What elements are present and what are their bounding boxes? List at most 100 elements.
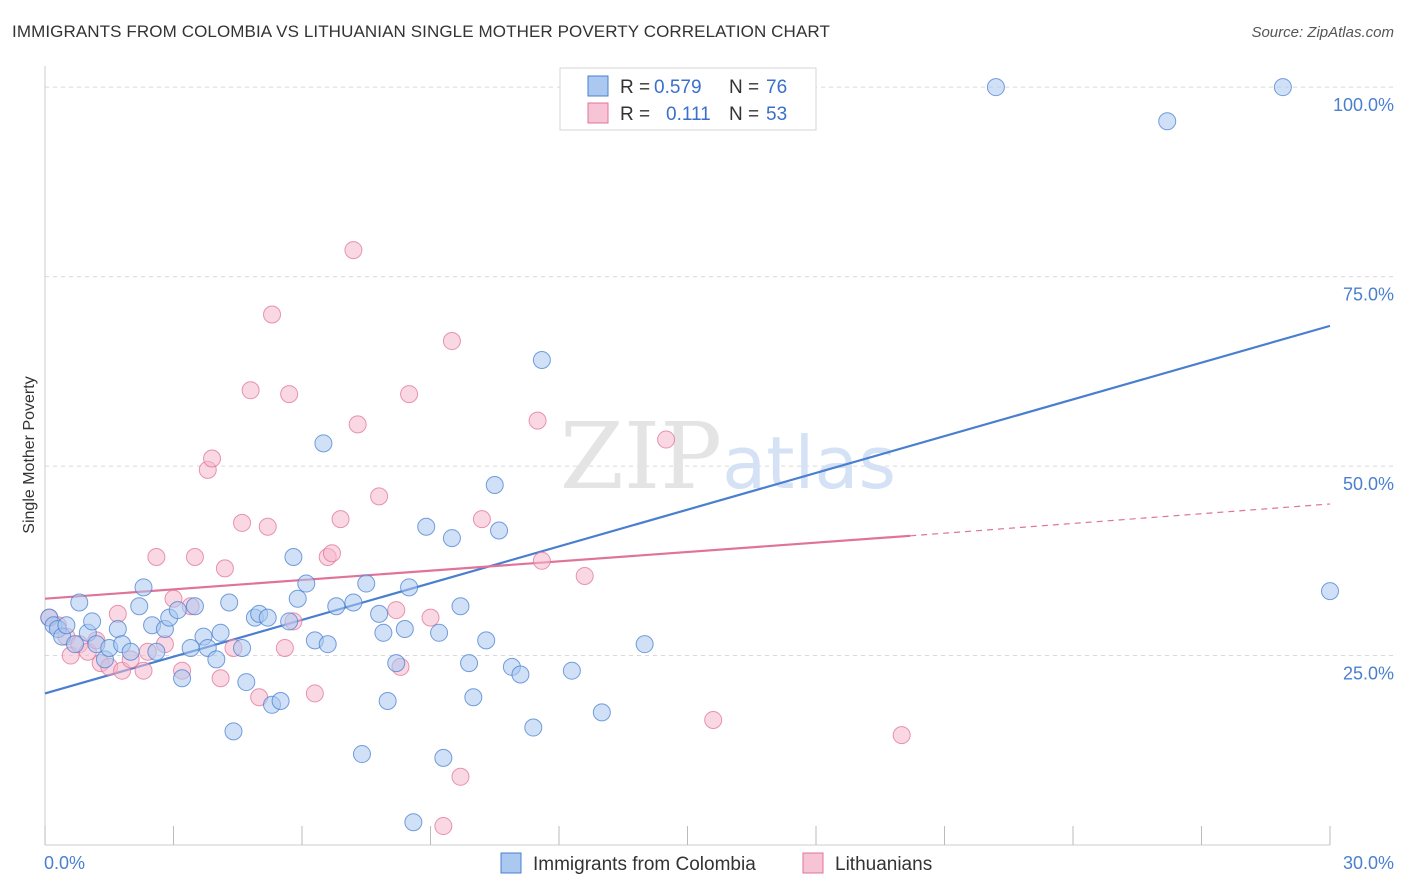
colombia-point bbox=[284, 548, 303, 567]
colombia-point bbox=[532, 350, 551, 369]
colombia-trend-line bbox=[44, 324, 1331, 695]
lithuanian-point bbox=[203, 449, 222, 468]
colombia-point bbox=[395, 620, 414, 639]
lithuanian-point bbox=[892, 726, 911, 745]
y-tick-label: 100.0% bbox=[1333, 95, 1394, 115]
legend-r-value-pink: 0.111 bbox=[666, 104, 711, 125]
colombia-point bbox=[451, 597, 470, 616]
x-tick-label-max: 30.0% bbox=[1343, 853, 1394, 873]
grid-lines bbox=[45, 86, 1394, 657]
colombia-point bbox=[387, 654, 406, 673]
colombia-point bbox=[65, 635, 84, 654]
legend-swatch-pink bbox=[587, 102, 609, 124]
colombia-point bbox=[168, 601, 187, 620]
colombia-point bbox=[434, 748, 453, 767]
colombia-point bbox=[1273, 78, 1292, 97]
colombia-point bbox=[70, 593, 89, 612]
bottom-legend-label-colombia: Immigrants from Colombia bbox=[533, 854, 756, 875]
lithuanian-point bbox=[657, 430, 676, 449]
legend-n-label-pink: N = bbox=[729, 104, 759, 125]
colombia-point bbox=[460, 654, 479, 673]
lithuanian-point bbox=[344, 241, 363, 260]
legend-n-label-blue: N = bbox=[729, 77, 759, 98]
colombia-point bbox=[357, 574, 376, 593]
lithuanian-point bbox=[108, 604, 127, 623]
colombia-point bbox=[271, 692, 290, 711]
colombia-point bbox=[220, 593, 239, 612]
legend-n-value-blue: 76 bbox=[766, 77, 787, 98]
colombia-point bbox=[442, 529, 461, 548]
colombia-point bbox=[258, 608, 277, 627]
lithuanian-point bbox=[370, 487, 389, 506]
lithuanian-point bbox=[704, 710, 723, 729]
legend-n-value-pink: 53 bbox=[766, 104, 787, 125]
colombia-point bbox=[635, 635, 654, 654]
lithuanian-point bbox=[421, 608, 440, 627]
colombia-point bbox=[490, 521, 509, 540]
lithuanian-point bbox=[322, 544, 341, 563]
lithuanian-point bbox=[532, 551, 551, 570]
lithuanian-point bbox=[134, 661, 153, 680]
colombia-point bbox=[130, 597, 149, 616]
lithuanian-point bbox=[258, 517, 277, 536]
lithuanian-point bbox=[211, 669, 230, 688]
lithuanian-trend-line bbox=[44, 534, 911, 600]
lithuanian-point bbox=[147, 548, 166, 567]
source-label: Source: ZipAtlas.com bbox=[1251, 24, 1394, 41]
colombia-point bbox=[430, 623, 449, 642]
x-tick-label-min: 0.0% bbox=[44, 853, 85, 873]
lithuanian-point bbox=[528, 411, 547, 430]
colombia-point bbox=[352, 745, 371, 764]
legend-r-label-blue: R = bbox=[620, 77, 650, 98]
colombia-point bbox=[224, 722, 243, 741]
lithuanian-trend-line-extension bbox=[910, 503, 1331, 537]
colombia-point bbox=[318, 635, 337, 654]
colombia-point bbox=[344, 593, 363, 612]
lithuanian-point bbox=[215, 559, 234, 578]
lithuanian-point bbox=[241, 381, 260, 400]
colombia-point bbox=[134, 578, 153, 597]
lithuanian-point bbox=[348, 415, 367, 434]
lithuanian-point bbox=[305, 684, 324, 703]
y-tick-labels: 100.0% 75.0% 50.0% 25.0% bbox=[1333, 95, 1394, 683]
lithuanian-point bbox=[434, 817, 453, 836]
lithuanian-point bbox=[280, 385, 299, 404]
colombia-point bbox=[404, 813, 423, 832]
colombia-point bbox=[233, 638, 252, 657]
colombia-point bbox=[477, 631, 496, 650]
y-tick-label: 50.0% bbox=[1343, 474, 1394, 494]
colombia-point bbox=[288, 589, 307, 608]
colombia-point bbox=[211, 623, 230, 642]
colombia-point bbox=[370, 604, 389, 623]
colombia-point bbox=[986, 78, 1005, 97]
legend-r-label-pink: R = bbox=[620, 104, 650, 125]
lithuanian-point bbox=[185, 548, 204, 567]
colombia-point bbox=[207, 650, 226, 669]
y-axis-label: Single Mother Poverty bbox=[21, 376, 38, 533]
lithuanian-point bbox=[275, 638, 294, 657]
chart-title: IMMIGRANTS FROM COLOMBIA VS LITHUANIAN S… bbox=[12, 22, 830, 41]
colombia-point bbox=[108, 620, 127, 639]
colombia-point bbox=[83, 612, 102, 631]
lithuanian-point bbox=[233, 513, 252, 532]
y-tick-label: 75.0% bbox=[1343, 285, 1394, 305]
colombia-point bbox=[378, 692, 397, 711]
colombia-point bbox=[1158, 112, 1177, 131]
colombia-point bbox=[185, 597, 204, 616]
y-tick-label: 25.0% bbox=[1343, 664, 1394, 684]
bottom-legend-label-lithuanians: Lithuanians bbox=[835, 854, 932, 875]
trend-lines bbox=[44, 324, 1331, 695]
colombia-point bbox=[485, 476, 504, 495]
lithuanian-point bbox=[387, 601, 406, 620]
colombia-point bbox=[121, 642, 140, 661]
colombia-point bbox=[314, 434, 333, 453]
lithuanian-point bbox=[400, 385, 419, 404]
colombia-point bbox=[374, 623, 393, 642]
lithuanian-point bbox=[442, 332, 461, 351]
colombia-point bbox=[237, 673, 256, 692]
lithuanian-point bbox=[451, 767, 470, 786]
colombia-point bbox=[511, 665, 530, 684]
lithuanian-point bbox=[472, 510, 491, 529]
colombia-point bbox=[297, 574, 316, 593]
